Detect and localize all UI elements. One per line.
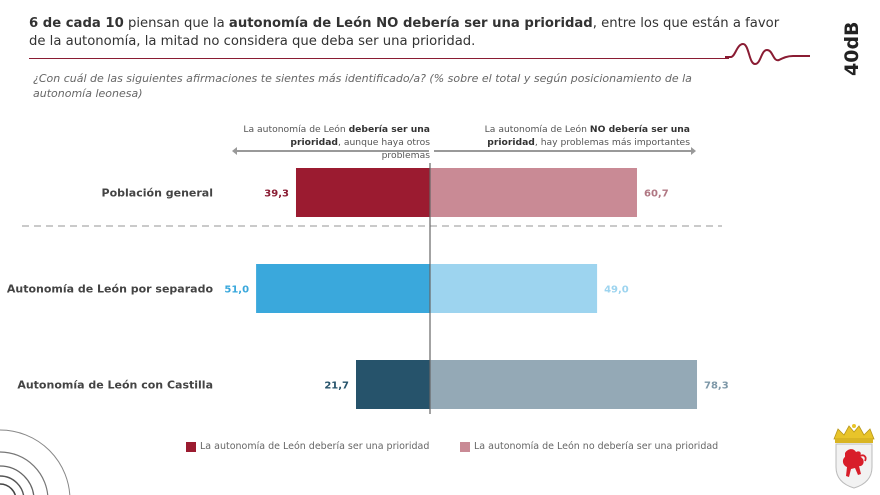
arrow-right-icon (434, 147, 696, 155)
category-label: Autonomía de León con Castilla (17, 379, 213, 392)
headline-rule (29, 58, 729, 59)
column-header-left: La autonomía de León debería ser una pri… (240, 123, 430, 162)
legend-item-priority: La autonomía de León debería ser una pri… (186, 441, 429, 452)
bar-left (356, 360, 430, 409)
column-header-left-bold: debería ser una prioridad (290, 124, 430, 148)
column-header-right-bold: NO debería ser una prioridad (487, 124, 690, 148)
bar-right (430, 360, 698, 409)
arrow-left-icon (232, 147, 429, 155)
legend-label-priority: La autonomía de León debería ser una pri… (200, 441, 430, 452)
column-header-left-pre: La autonomía de León (243, 124, 349, 135)
bar-right (430, 264, 598, 313)
bar-left (256, 264, 430, 313)
headline-part: , entre los que están a favor de la auto… (29, 16, 780, 49)
leon-coat-of-arms-icon (833, 424, 875, 489)
chart-subtitle: ¿Con cuál de las siguientes afirmaciones… (33, 72, 692, 100)
headline-part: 6 de cada 10 (29, 16, 124, 31)
value-label-right: 60,7 (644, 189, 669, 200)
value-label-left: 21,7 (324, 381, 349, 392)
column-header-left-post: , aunque haya otros problemas (338, 137, 430, 161)
headline: 6 de cada 10 piensan que la autonomía de… (29, 15, 799, 51)
value-label-left: 51,0 (224, 285, 249, 296)
value-label-left: 39,3 (264, 189, 289, 200)
legend-item-not-priority: La autonomía de León no debería ser una … (460, 441, 718, 452)
legend-swatch-not-priority (460, 441, 470, 452)
legend-swatch-priority (186, 441, 196, 452)
value-label-right: 78,3 (704, 381, 729, 392)
column-header-right: La autonomía de León NO debería ser una … (440, 123, 690, 149)
column-header-right-post: , hay problemas más importantes (534, 137, 690, 148)
category-label: Población general (102, 187, 213, 200)
column-header-right-pre: La autonomía de León (484, 124, 590, 135)
legend-label-not-priority: La autonomía de León no debería ser una … (474, 441, 719, 452)
value-label-right: 49,0 (604, 285, 629, 296)
bar-left (295, 168, 430, 217)
category-label: Autonomía de León por separado (7, 283, 214, 296)
concentric-circles-decoration (0, 429, 71, 495)
wave-decoration (725, 42, 810, 66)
brand-logo: 40dB. (841, 22, 863, 76)
bar-right (430, 168, 637, 217)
brand-text: 40dB. (841, 22, 863, 76)
headline-part: piensan que la (123, 16, 229, 31)
headline-part: autonomía de León NO debería ser una pri… (228, 16, 593, 31)
